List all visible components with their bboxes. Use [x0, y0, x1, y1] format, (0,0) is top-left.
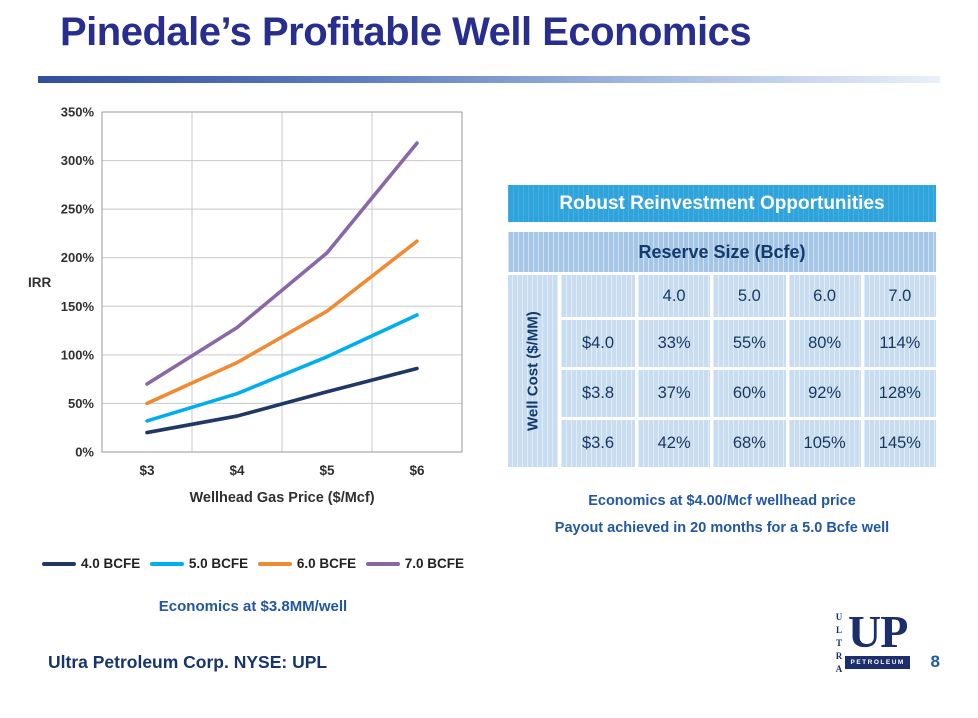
svg-text:150%: 150% [61, 299, 95, 314]
legend-label: 5.0 BCFE [188, 556, 249, 571]
legend-item: 4.0 BCFE [42, 556, 140, 571]
table-cell: 128% [863, 370, 936, 417]
row-group-header: Well Cost ($/MM) [508, 275, 558, 467]
chart-caption: Economics at $3.8MM/well [158, 598, 348, 615]
legend-label: 7.0 BCFE [404, 556, 464, 571]
economics-table: Reserve Size (Bcfe) Well Cost ($/MM) 4.0… [508, 232, 936, 467]
page-number: 8 [930, 652, 940, 671]
logo-up-text: UP [848, 606, 908, 657]
table-cell: 60% [713, 370, 786, 417]
column-header: 4.0 [638, 275, 711, 317]
series-line-6-0-bcfe [145, 239, 419, 406]
table-cell: 37% [638, 370, 711, 417]
column-header: 6.0 [788, 275, 861, 317]
legend-item: 6.0 BCFE [257, 556, 357, 571]
svg-text:300%: 300% [61, 153, 95, 168]
logo-petroleum-text: PETROLEUM [845, 655, 911, 669]
svg-text:100%: 100% [61, 347, 95, 362]
svg-text:0%: 0% [75, 445, 94, 460]
x-axis-labels: $3 $4 $5 $6 [139, 463, 425, 478]
legend-line-swatch [149, 561, 184, 566]
title-divider [38, 76, 940, 83]
table-cell: 68% [713, 420, 786, 467]
series-line-4-0-bcfe [145, 366, 419, 435]
table-cell: 105% [788, 420, 861, 467]
table-caption-payout: Payout achieved in 20 months for a 5.0 B… [554, 520, 890, 536]
legend-line-swatch [257, 561, 292, 566]
reinvestment-panel: Robust Reinvestment Opportunities Reserv… [508, 185, 936, 547]
legend-item: 7.0 BCFE [365, 556, 464, 571]
table-cell: 33% [638, 320, 711, 367]
column-header: 7.0 [863, 275, 936, 317]
x-axis-title: Wellhead Gas Price ($/Mcf) [189, 490, 374, 505]
svg-text:200%: 200% [61, 250, 95, 265]
corner-cell [561, 275, 635, 317]
table-cell: 55% [713, 320, 786, 367]
svg-text:$6: $6 [409, 463, 425, 478]
plot-border [101, 111, 463, 453]
table-cell: 92% [788, 370, 861, 417]
ultra-petroleum-logo: ULTRA UP PETROLEUM [834, 606, 911, 679]
irr-line-chart: 0% 50% 100% 150% 200% 250% 300% 350% $3 $4 $5 $6 IRR… [28, 105, 463, 505]
series-line-7-0-bcfe [145, 141, 419, 386]
table-cell: 80% [788, 320, 861, 367]
svg-text:50%: 50% [68, 396, 94, 411]
legend-label: 4.0 BCFE [81, 556, 141, 571]
row-header: $3.6 [561, 420, 635, 467]
svg-text:$4: $4 [229, 463, 245, 478]
column-header: 5.0 [713, 275, 786, 317]
svg-text:250%: 250% [61, 202, 95, 217]
svg-text:350%: 350% [61, 105, 95, 120]
y-axis-title: IRR [28, 275, 52, 290]
series-line-5-0-bcfe [145, 313, 419, 423]
logo-ultra-text: ULTRA [834, 612, 844, 677]
y-axis-labels: 0% 50% 100% 150% 200% 250% 300% 350% [61, 105, 95, 460]
footer-company-text: Ultra Petroleum Corp. NYSE: UPL [48, 652, 328, 672]
table-title: Robust Reinvestment Opportunities [508, 185, 936, 222]
table-cell: 114% [863, 320, 936, 367]
table-caption-price: Economics at $4.00/Mcf wellhead price [588, 493, 856, 509]
row-header: $3.8 [561, 370, 635, 417]
logo-mark: UP PETROLEUM [845, 606, 911, 679]
column-group-header: Reserve Size (Bcfe) [508, 232, 936, 272]
table-cell: 42% [638, 420, 711, 467]
legend-label: 6.0 BCFE [296, 556, 357, 571]
legend-item: 5.0 BCFE [149, 556, 249, 571]
row-header: $4.0 [561, 320, 635, 367]
chart-legend: 4.0 BCFE 5.0 BCFE 6.0 BCFE 7.0 BCFE [28, 556, 478, 571]
page-title: Pinedale’s Profitable Well Economics [60, 10, 752, 54]
legend-line-swatch [365, 561, 400, 566]
svg-text:$5: $5 [319, 463, 335, 478]
table-cell: 145% [863, 420, 936, 467]
legend-line-swatch [42, 561, 76, 566]
table-captions: Economics at $4.00/Mcf wellhead price Pa… [508, 493, 936, 536]
svg-text:$3: $3 [139, 463, 155, 478]
